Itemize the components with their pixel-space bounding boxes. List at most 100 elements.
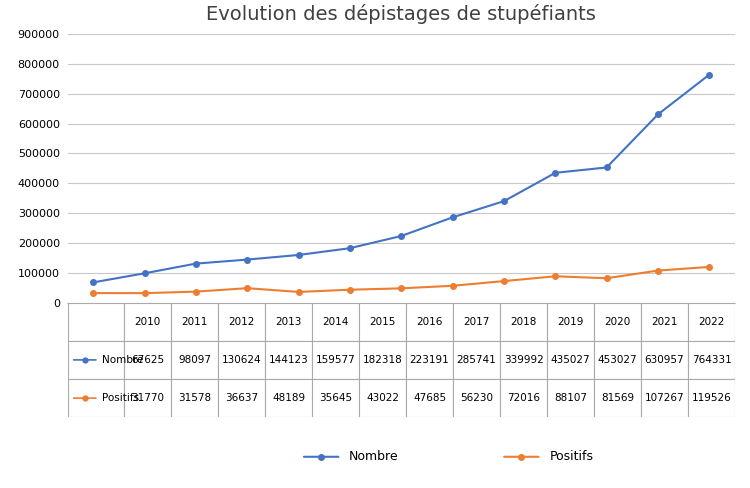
Text: 159577: 159577 — [316, 355, 356, 365]
Nombre — [448, 214, 457, 220]
Bar — [312, 379, 359, 417]
Nombre — [397, 233, 406, 239]
Nombre — [602, 164, 611, 170]
Bar — [641, 341, 688, 379]
Positifs — [294, 289, 303, 295]
Line: Nombre: Nombre — [91, 72, 712, 285]
Bar — [594, 303, 641, 341]
Nombre — [88, 280, 98, 285]
Text: 2013: 2013 — [275, 317, 302, 326]
Nombre — [294, 252, 303, 258]
Bar — [453, 379, 500, 417]
Bar — [594, 341, 641, 379]
Nombre — [243, 257, 252, 263]
Text: 2018: 2018 — [511, 317, 537, 326]
Positifs — [88, 290, 98, 296]
Text: 144123: 144123 — [268, 355, 308, 365]
Bar — [359, 379, 407, 417]
Positifs — [705, 264, 714, 270]
Bar — [124, 379, 171, 417]
Positifs — [397, 285, 406, 291]
Text: 2019: 2019 — [557, 317, 584, 326]
Positifs — [191, 289, 200, 295]
Bar — [547, 303, 594, 341]
Bar — [218, 379, 266, 417]
Nombre — [550, 170, 560, 176]
Bar — [594, 379, 641, 417]
Nombre — [500, 198, 508, 204]
Text: 56230: 56230 — [460, 393, 493, 403]
Bar — [68, 341, 124, 379]
Positifs — [653, 267, 662, 273]
Bar — [453, 341, 500, 379]
Text: 764331: 764331 — [692, 355, 731, 365]
Bar — [124, 341, 171, 379]
Text: 107267: 107267 — [645, 393, 684, 403]
Bar — [124, 303, 171, 341]
Positifs — [140, 290, 149, 296]
Text: 72016: 72016 — [507, 393, 540, 403]
Positifs — [602, 275, 611, 281]
Text: 2010: 2010 — [134, 317, 160, 326]
Text: 2016: 2016 — [416, 317, 442, 326]
Bar — [500, 341, 547, 379]
Bar — [266, 379, 312, 417]
Nombre — [140, 270, 149, 276]
Positifs — [243, 285, 252, 291]
Text: Nombre: Nombre — [350, 450, 399, 463]
Positifs — [550, 273, 560, 279]
Text: 2017: 2017 — [464, 317, 490, 326]
Bar — [68, 303, 124, 341]
Bar — [312, 341, 359, 379]
Text: Positifs: Positifs — [101, 393, 139, 403]
Nombre — [653, 111, 662, 117]
Text: 453027: 453027 — [598, 355, 638, 365]
Bar — [359, 341, 407, 379]
Text: 2011: 2011 — [182, 317, 208, 326]
Bar — [406, 379, 453, 417]
Bar — [218, 303, 266, 341]
Text: 2021: 2021 — [651, 317, 678, 326]
Text: 2014: 2014 — [322, 317, 349, 326]
Text: 435027: 435027 — [550, 355, 590, 365]
Bar — [688, 379, 735, 417]
Text: 630957: 630957 — [645, 355, 684, 365]
Text: 35645: 35645 — [319, 393, 352, 403]
Nombre — [705, 72, 714, 78]
Text: 47685: 47685 — [413, 393, 446, 403]
Bar — [266, 303, 312, 341]
Bar — [547, 379, 594, 417]
Title: Evolution des dépistages de stupéfiants: Evolution des dépistages de stupéfiants — [206, 4, 596, 24]
Bar — [688, 341, 735, 379]
Positifs — [500, 278, 508, 284]
Bar — [171, 341, 218, 379]
Text: 43022: 43022 — [366, 393, 399, 403]
Bar — [312, 303, 359, 341]
Text: 48189: 48189 — [272, 393, 305, 403]
Text: 339992: 339992 — [504, 355, 544, 365]
Text: 31578: 31578 — [178, 393, 212, 403]
Text: 119526: 119526 — [692, 393, 731, 403]
Line: Positifs: Positifs — [91, 264, 712, 296]
Bar — [171, 303, 218, 341]
Bar — [641, 303, 688, 341]
Text: 285741: 285741 — [457, 355, 497, 365]
Bar — [547, 341, 594, 379]
Text: 67625: 67625 — [131, 355, 164, 365]
Bar — [359, 303, 407, 341]
Text: Positifs: Positifs — [550, 450, 593, 463]
Bar — [688, 303, 735, 341]
Positifs — [448, 283, 457, 289]
Bar — [406, 341, 453, 379]
Text: 2022: 2022 — [698, 317, 724, 326]
Bar — [68, 379, 124, 417]
Text: 182318: 182318 — [363, 355, 403, 365]
Bar — [218, 341, 266, 379]
Text: Nombre: Nombre — [101, 355, 143, 365]
Text: 98097: 98097 — [178, 355, 212, 365]
Bar — [406, 303, 453, 341]
Nombre — [346, 245, 355, 251]
Nombre — [191, 261, 200, 266]
Bar — [171, 379, 218, 417]
Text: 2015: 2015 — [370, 317, 396, 326]
